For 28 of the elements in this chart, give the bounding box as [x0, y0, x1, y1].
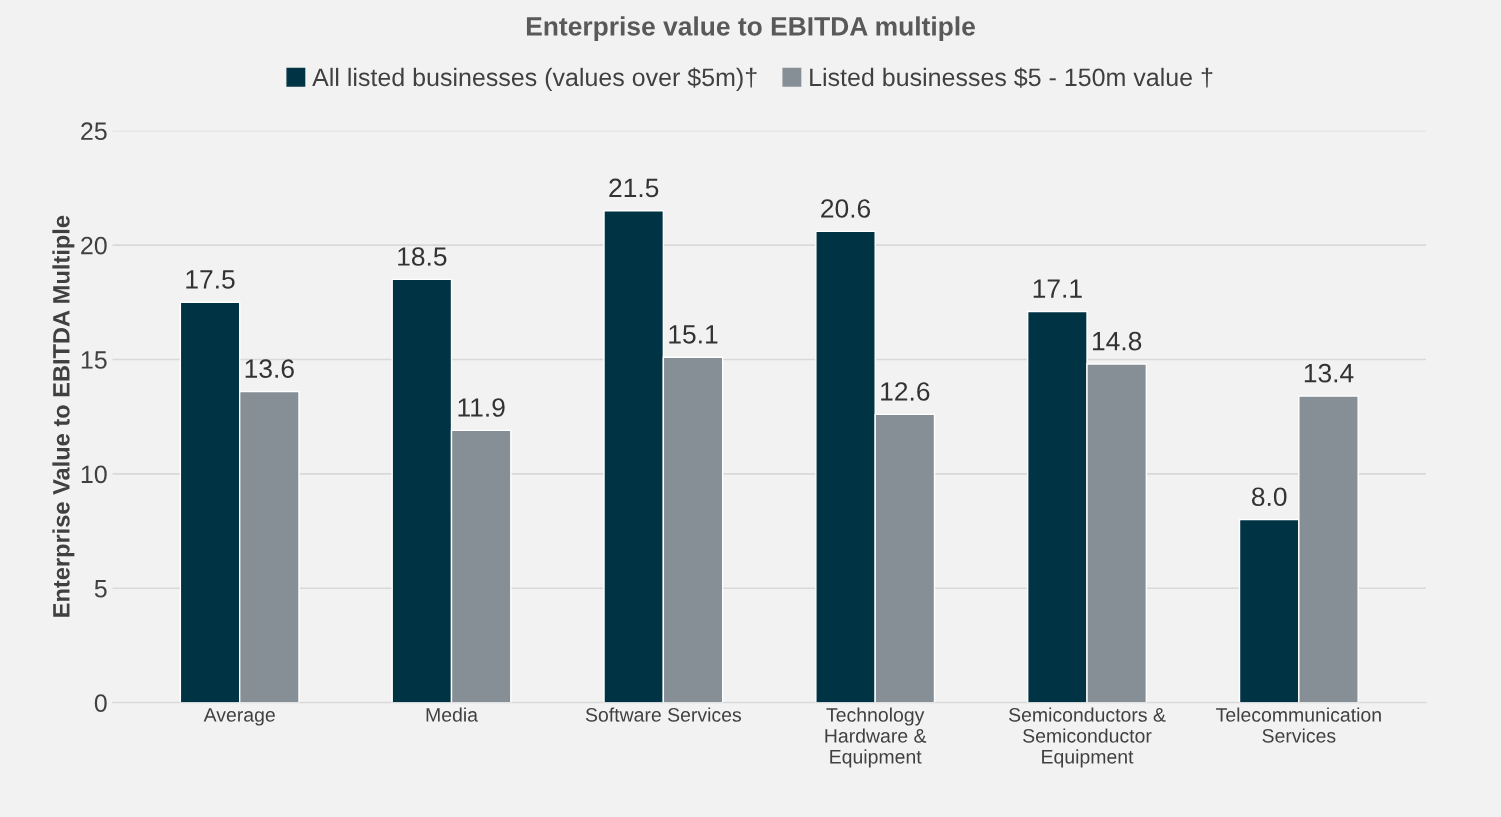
y-tick-label: 25: [81, 122, 107, 141]
legend-label: Listed businesses $5 - 150m value †: [810, 67, 1213, 88]
y-tick-label: 0: [94, 694, 107, 712]
x-tick-label: Technology Hardware & Equipment: [825, 707, 927, 768]
x-tick-label: Telecommunication Services: [1216, 707, 1381, 743]
x-tick-label: Average: [203, 708, 275, 726]
y-tick-label: 15: [81, 351, 107, 369]
legend-label: All listed businesses (values over $5m)†: [312, 67, 757, 92]
data-label: 13.6: [245, 359, 294, 378]
data-label: 17.1: [1033, 279, 1082, 298]
chart-title: Enterprise value to EBITDA multiple: [526, 16, 975, 41]
data-label: 20.6: [821, 199, 871, 218]
data-label: 13.4: [1304, 363, 1354, 383]
y-tick-label: 5: [94, 580, 107, 598]
data-label: 18.5: [398, 247, 447, 266]
y-tick-label: 20: [81, 236, 107, 255]
data-label: 8.0: [1252, 487, 1287, 507]
data-label: 15.1: [669, 325, 718, 344]
data-label: 14.8: [1093, 331, 1142, 351]
x-tick-label: Semiconductors & Semiconductor Equipment: [1009, 707, 1166, 768]
y-tick-label: 10: [81, 465, 107, 484]
data-label: 17.5: [186, 270, 235, 289]
x-tick-label: Media: [426, 707, 478, 722]
data-label: 11.9: [458, 398, 505, 417]
y-axis-title: Enterprise Value to EBITDA Multiple: [52, 215, 75, 617]
x-tick-label: Software Services: [585, 707, 741, 722]
data-label: 12.6: [881, 382, 930, 401]
data-label: 21.5: [609, 178, 659, 198]
